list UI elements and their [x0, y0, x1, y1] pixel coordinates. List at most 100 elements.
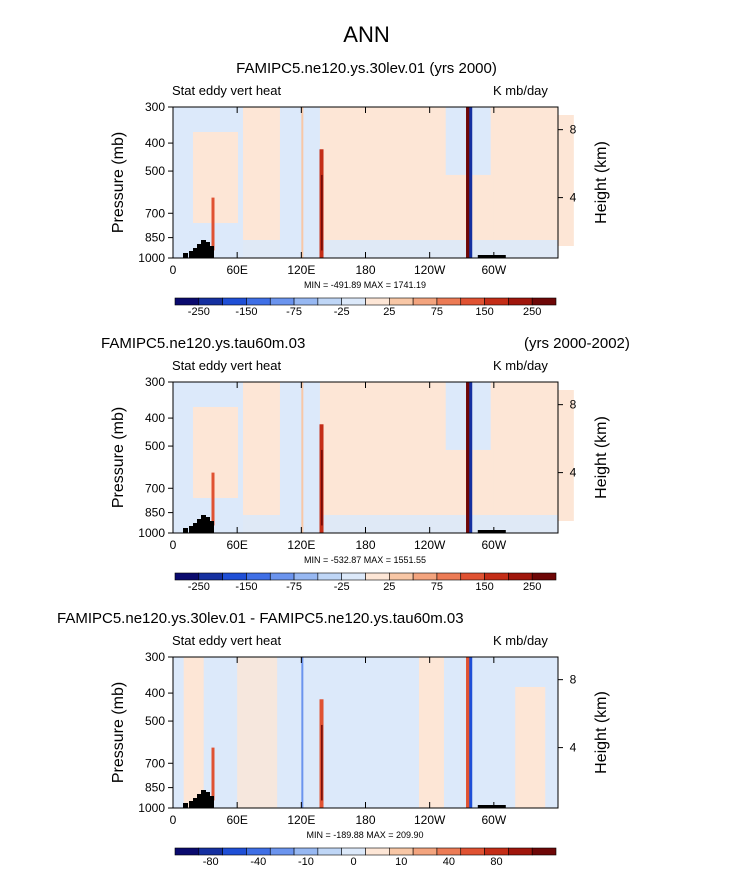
- x-tick-label: 180: [355, 813, 375, 827]
- y-tick-label: 500: [145, 714, 165, 728]
- colorbar-swatch: [508, 847, 533, 856]
- feature-120e-stripe: [301, 382, 304, 533]
- panel3-left-label: Stat eddy vert heat: [172, 633, 282, 648]
- colorbar-swatch: [317, 572, 342, 581]
- topography-bar: [193, 798, 198, 808]
- panel1-title: FAMIPC5.ne120.ys.30lev.01 (yrs 2000): [236, 60, 497, 77]
- colorbar-swatch: [198, 297, 223, 306]
- field-region-atlantic-orange: [493, 390, 574, 521]
- colorbar-tick-label: -150: [235, 306, 257, 318]
- panel2-title: FAMIPC5.ne120.ys.tau60m.03: [101, 335, 306, 352]
- x-tick-label: 60W: [481, 813, 506, 827]
- field-region-surface-blue: [173, 240, 558, 258]
- colorbar-swatch: [246, 297, 271, 306]
- colorbar-swatch: [269, 297, 295, 306]
- colorbar-swatch: [460, 297, 485, 306]
- colorbar-swatch: [198, 572, 223, 581]
- x-tick-label: 180: [355, 263, 375, 277]
- y-tick-label: 850: [145, 781, 165, 795]
- panel1-units: K mb/day: [493, 83, 548, 98]
- colorbar-tick-label: 40: [443, 856, 455, 868]
- colorbar-swatch: [174, 297, 200, 306]
- colorbar-swatch: [460, 572, 485, 581]
- colorbar-tick-label: 0: [351, 856, 357, 868]
- colorbar-swatch: [341, 572, 366, 581]
- x-tick-label: 120W: [414, 813, 446, 827]
- feature-africa-positive: [211, 472, 215, 526]
- y-tick-label: 300: [145, 650, 165, 664]
- colorbar: -80 -40 -10 0 10 40 80: [174, 847, 557, 868]
- colorbar: -250 -150 -75 -25 25 75 150 250: [174, 297, 557, 318]
- x-tick-label: 120E: [287, 538, 315, 552]
- colorbar-swatch: [436, 297, 462, 306]
- y-tick-label: 850: [145, 231, 165, 245]
- y-tick-label: 500: [145, 164, 165, 178]
- colorbar-swatch: [174, 847, 200, 856]
- topography-bar: [205, 517, 210, 533]
- y-axis-right-label: Height (km): [593, 416, 610, 499]
- field-region-west-orange: [193, 407, 238, 498]
- topography-bar: [197, 519, 202, 533]
- x-tick-label: 120W: [414, 263, 446, 277]
- colorbar-tick-label: -10: [298, 856, 314, 868]
- colorbar-swatch: [412, 572, 438, 581]
- feature-positive-core: [321, 724, 323, 801]
- field-region-atlantic-orange: [493, 115, 574, 246]
- feature-africa-positive: [211, 197, 215, 251]
- field-region-surface-blue: [173, 515, 558, 533]
- feature-120e-stripe: [301, 657, 304, 808]
- colorbar-swatch: [460, 847, 485, 856]
- colorbar-tick-label: -75: [286, 306, 302, 318]
- colorbar: -250 -150 -75 -25 25 75 150 250: [174, 572, 557, 593]
- x-tick-label: 60E: [226, 813, 247, 827]
- x-tick-label: 60E: [226, 538, 247, 552]
- colorbar-swatch: [293, 297, 319, 306]
- x-tick-label: 60W: [481, 263, 506, 277]
- colorbar-swatch: [389, 572, 414, 581]
- x-tick-label: 120W: [414, 538, 446, 552]
- topography-bar: [197, 794, 202, 808]
- colorbar-tick-label: 75: [431, 306, 443, 318]
- colorbar-swatch: [222, 572, 247, 581]
- colorbar-tick-label: 80: [490, 856, 502, 868]
- panel2-left-label: Stat eddy vert heat: [172, 358, 282, 373]
- field-region-diff-orange-4: [515, 687, 546, 808]
- colorbar-swatch: [317, 847, 342, 856]
- colorbar-tick-label: -75: [286, 581, 302, 593]
- colorbar-tick-label: 10: [395, 856, 407, 868]
- topography-bar: [209, 796, 214, 808]
- colorbar-swatch: [365, 572, 390, 581]
- y-right-tick-label: 4: [570, 466, 577, 480]
- y-tick-label: 1000: [138, 251, 165, 265]
- colorbar-tick-label: 25: [383, 581, 395, 593]
- x-tick-label: 0: [170, 813, 177, 827]
- colorbar-swatch: [508, 297, 533, 306]
- topography-bar: [189, 251, 194, 258]
- colorbar-tick-label: 250: [523, 306, 541, 318]
- topography-bar: [201, 515, 206, 533]
- y-right-tick-label: 8: [570, 398, 577, 412]
- colorbar-swatch: [484, 297, 509, 306]
- topography-bar: [197, 244, 202, 258]
- x-tick-label: 0: [170, 538, 177, 552]
- y-tick-label: 1000: [138, 526, 165, 540]
- colorbar-swatch: [484, 572, 509, 581]
- colorbar-swatch: [174, 572, 200, 581]
- y-tick-label: 500: [145, 439, 165, 453]
- y-axis-right-label: Height (km): [593, 141, 610, 224]
- colorbar-swatch: [531, 847, 557, 856]
- x-tick-label: 60W: [481, 538, 506, 552]
- panel-1: 300 400 500 700 850 1000 8 4 Pressure (mb) Height…: [110, 100, 610, 318]
- topography-bar: [205, 792, 210, 808]
- field-region-diff-orange-3: [418, 657, 444, 808]
- feature-andes-negative: [469, 657, 473, 808]
- feature-andes-positive: [466, 107, 471, 258]
- min-max-label: MIN = -189.88 MAX = 209.90: [306, 830, 423, 840]
- topography-bar: [205, 242, 210, 258]
- panel2-units: K mb/day: [493, 358, 548, 373]
- main-title: ANN: [343, 22, 390, 47]
- feature-positive-core: [321, 449, 323, 526]
- topography-andes: [477, 805, 506, 808]
